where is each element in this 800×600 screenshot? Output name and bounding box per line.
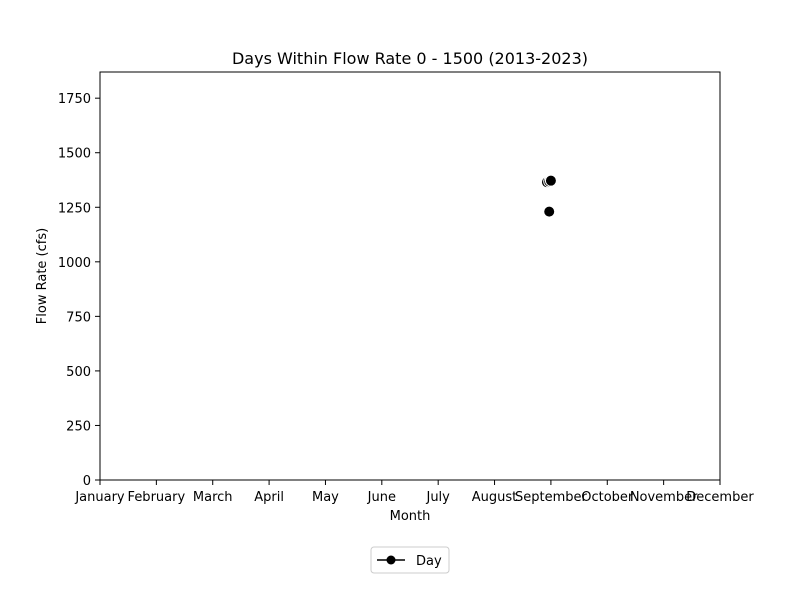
y-tick-label: 500 [66,365,91,380]
plot-area [99,71,721,481]
data-point [544,174,557,187]
y-axis: 0 250 500 750 1000 1250 1500 1750 [58,92,100,489]
x-tick-label: October [581,490,634,505]
x-tick-label: August [472,490,518,505]
x-tick-label: March [193,490,233,505]
y-tick-label: 250 [66,419,91,434]
x-axis-title: Month [390,509,431,524]
legend: Day [370,546,450,574]
x-tick-label: April [254,490,284,505]
y-tick-label: 1250 [58,201,91,216]
x-tick-label: September [515,490,588,505]
x-tick-label: December [686,490,754,505]
y-tick-label: 1750 [58,92,91,107]
y-tick-label: 0 [83,474,91,489]
x-tick-label: July [425,490,450,505]
chart-title: Days Within Flow Rate 0 - 1500 (2013-202… [232,49,588,68]
x-tick-label: May [312,490,339,505]
plot-frame [99,71,721,481]
legend-box [370,546,450,574]
y-tick-label: 750 [66,310,91,325]
data-points [540,174,557,218]
y-tick-label: 1500 [58,147,91,162]
legend-marker [386,555,396,565]
x-tick-label: January [74,490,125,505]
data-point [543,205,556,218]
x-tick-label: February [128,490,186,505]
x-axis: January February March April May June July Augu… [74,480,754,505]
x-tick-label: June [367,490,396,505]
x-tick-label: November [630,490,698,505]
y-axis-title: Flow Rate (cfs) [35,228,50,324]
legend-label: Day [416,554,442,569]
y-tick-label: 1000 [58,256,91,271]
